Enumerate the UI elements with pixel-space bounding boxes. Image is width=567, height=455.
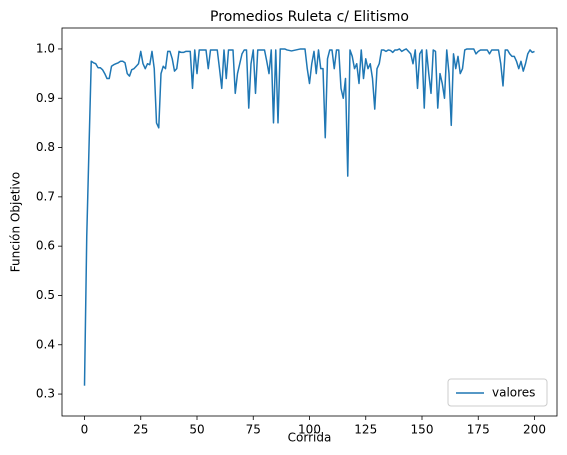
x-tick-label: 0	[81, 423, 89, 437]
x-tick-label: 125	[354, 423, 377, 437]
y-axis-label: Función Objetivo	[9, 172, 23, 272]
x-tick-label: 75	[246, 423, 261, 437]
y-tick-label: 0.3	[36, 387, 55, 401]
chart-title: Promedios Ruleta c/ Elitismo	[210, 9, 409, 25]
line-series	[83, 48, 535, 386]
x-axis-label: Corrida	[288, 431, 332, 445]
plot-frame	[61, 27, 558, 417]
y-tick-label: 0.6	[36, 239, 55, 253]
x-tick-label: 50	[189, 423, 204, 437]
x-tick-label: 175	[467, 423, 490, 437]
y-tick-label: 0.5	[36, 288, 55, 302]
y-tick-label: 0.7	[36, 189, 55, 203]
x-tick-label: 25	[133, 423, 148, 437]
y-tick-label: 1.0	[36, 41, 55, 55]
y-tick-label: 0.4	[36, 337, 55, 351]
x-tick-label: 200	[523, 423, 546, 437]
legend-label: valores	[492, 386, 535, 400]
x-tick-label: 100	[298, 423, 321, 437]
y-tick-label: 0.8	[36, 140, 55, 154]
y-tick-label: 0.9	[36, 91, 55, 105]
x-tick-label: 150	[411, 423, 434, 437]
legend-box	[447, 378, 548, 407]
